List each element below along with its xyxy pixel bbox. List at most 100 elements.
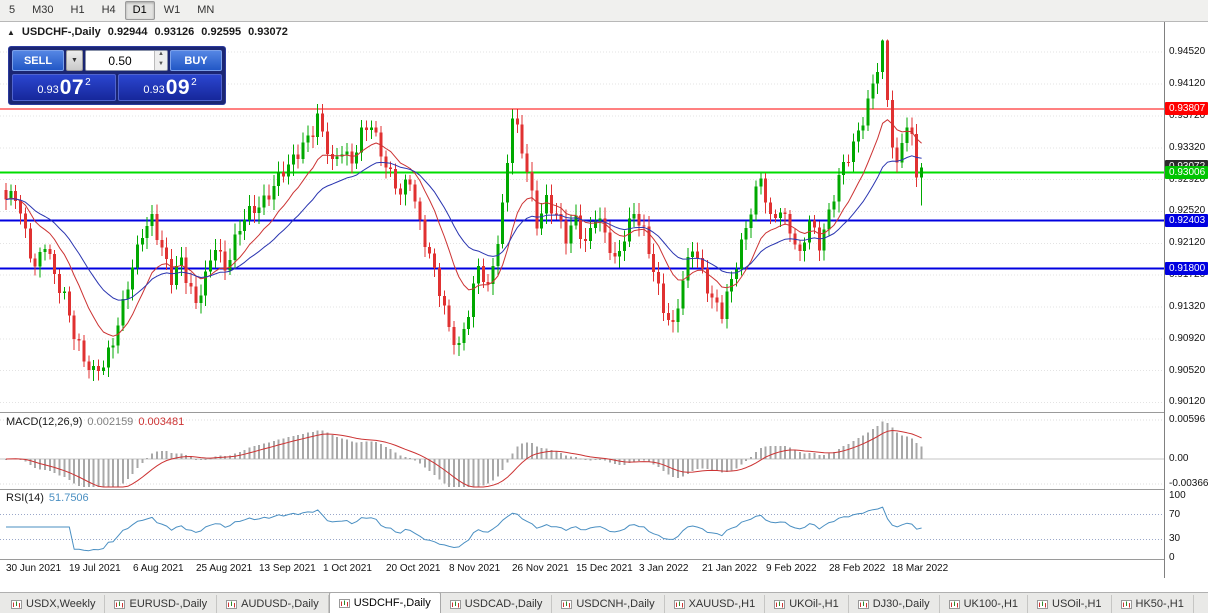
timeframe-button-m30[interactable]: M30 bbox=[32, 4, 54, 16]
price-axis: 0.94520 0.94120 0.93720 0.93320 0.92920 0.925… bbox=[1165, 22, 1208, 578]
macd-main-value: 0.002159 bbox=[87, 416, 134, 428]
one-click-collapse-icon[interactable]: ▲ bbox=[7, 28, 15, 37]
time-axis-label: 20 Oct 2021 bbox=[386, 563, 441, 574]
volume-up-icon[interactable]: ▲ bbox=[155, 51, 167, 61]
ohlc-low: 0.92595 bbox=[201, 26, 242, 38]
time-axis-label: 15 Dec 2021 bbox=[576, 563, 633, 574]
chart-tab-icon bbox=[561, 599, 573, 609]
time-axis-label: 25 Aug 2021 bbox=[196, 563, 253, 574]
volume-field-wrap: ▲ ▼ bbox=[85, 50, 168, 71]
sell-price-main: 0.93 bbox=[37, 84, 59, 96]
price-axis-label: 0.94120 bbox=[1169, 78, 1206, 90]
chart-tab-label: UK100-,H1 bbox=[963, 598, 1019, 610]
macd-label: MACD(12,26,9) 0.002159 0.003481 bbox=[6, 416, 184, 428]
time-axis-label: 9 Feb 2022 bbox=[766, 563, 817, 574]
price-axis-label: 0.90920 bbox=[1169, 332, 1206, 344]
chart-tab-eurusd[interactable]: EURUSD-,Daily bbox=[105, 595, 218, 613]
chart-tab-usoil[interactable]: USOil-,H1 bbox=[1028, 595, 1112, 613]
buy-button[interactable]: BUY bbox=[170, 50, 222, 71]
timeframe-button-d1[interactable]: D1 bbox=[124, 1, 155, 20]
volume-input[interactable] bbox=[86, 51, 154, 70]
chart-tab-icon bbox=[857, 599, 869, 609]
chart-tab-label: USDCNH-,Daily bbox=[576, 598, 655, 610]
chart-tab-icon bbox=[114, 599, 126, 609]
chart-tab-icon bbox=[774, 599, 786, 609]
rsi-label: RSI(14) 51.7506 bbox=[6, 492, 89, 504]
price-axis-label: 0.90520 bbox=[1169, 364, 1206, 376]
timeframe-button-h4[interactable]: H4 bbox=[101, 4, 116, 16]
price-axis-label: 0.92120 bbox=[1169, 237, 1206, 249]
chart-tab-label: HK50-,H1 bbox=[1135, 598, 1184, 610]
buy-price-display[interactable]: 0.93 09 2 bbox=[118, 74, 222, 101]
time-axis-label: 18 Mar 2022 bbox=[892, 563, 949, 574]
chart-tab-icon bbox=[11, 599, 22, 609]
volume-down-icon[interactable]: ▼ bbox=[155, 60, 167, 70]
chart-tab-icon bbox=[673, 599, 685, 609]
chart-tab-uk100[interactable]: UK100-,H1 bbox=[940, 595, 1029, 613]
sell-price-display[interactable]: 0.93 07 2 bbox=[12, 74, 116, 101]
chart-tab-label: UKOil-,H1 bbox=[789, 598, 839, 610]
chart-tab-label: XAUUSD-,H1 bbox=[688, 598, 756, 610]
chart-tabs-bar: USDX,Weekly EURUSD-,Daily AUDUSD-,Daily USD… bbox=[0, 592, 1208, 613]
chart-tab-usdchf[interactable]: USDCHF-,Daily bbox=[328, 592, 441, 613]
time-axis-label: 30 Jun 2021 bbox=[6, 563, 62, 574]
one-click-trading-panel: SELL ▼ ▲ ▼ BUY 0.93 07 2 0.93 09 2 bbox=[8, 46, 226, 105]
chart-tab-usdcad[interactable]: USDCAD-,Daily bbox=[441, 595, 553, 613]
timeframe-button-5[interactable]: 5 bbox=[9, 4, 16, 16]
macd-signal-value: 0.003481 bbox=[138, 416, 185, 428]
volume-dropdown-button[interactable]: ▼ bbox=[66, 50, 83, 71]
chart-tab-xauusd[interactable]: XAUUSD-,H1 bbox=[665, 595, 766, 613]
buy-price-pips: 09 bbox=[165, 76, 191, 99]
timeframe-button-mn[interactable]: MN bbox=[197, 4, 215, 16]
price-axis-label: 0.94520 bbox=[1169, 46, 1206, 58]
chart-tab-label: DJ30-,Daily bbox=[872, 598, 930, 610]
price-axis-label: 0.92520 bbox=[1169, 205, 1206, 217]
sell-button[interactable]: SELL bbox=[12, 50, 64, 71]
chart-tab-ukoil[interactable]: UKOil-,H1 bbox=[765, 595, 849, 613]
buy-price-point: 2 bbox=[191, 77, 197, 88]
price-axis-label: 0.92920 bbox=[1169, 173, 1206, 185]
rsi-axis-label: 30 bbox=[1169, 533, 1181, 545]
time-axis-label: 3 Jan 2022 bbox=[639, 563, 689, 574]
chart-tab-icon bbox=[1120, 599, 1132, 609]
time-axis-label: 26 Nov 2021 bbox=[512, 563, 569, 574]
timeframe-button-h1[interactable]: H1 bbox=[70, 4, 85, 16]
buy-price-main: 0.93 bbox=[143, 84, 165, 96]
time-axis-label: 13 Sep 2021 bbox=[259, 563, 316, 574]
chart-tab-label: EURUSD-,Daily bbox=[129, 598, 208, 610]
macd-name: MACD(12,26,9) bbox=[6, 416, 83, 428]
time-axis-label: 28 Feb 2022 bbox=[829, 563, 886, 574]
volume-stepper[interactable]: ▲ ▼ bbox=[154, 51, 167, 70]
chart-tab-icon bbox=[226, 599, 238, 609]
ohlc-high: 0.93126 bbox=[154, 26, 195, 38]
sell-price-point: 2 bbox=[85, 77, 91, 88]
time-axis-label: 19 Jul 2021 bbox=[69, 563, 121, 574]
chart-tab-dj30[interactable]: DJ30-,Daily bbox=[849, 595, 940, 613]
price-axis-label: 0.91320 bbox=[1169, 300, 1206, 312]
price-badge: 0.91800 bbox=[1165, 261, 1208, 275]
chart-tab-audusd[interactable]: AUDUSD-,Daily bbox=[217, 595, 329, 613]
chart-tab-usdcnh[interactable]: USDCNH-,Daily bbox=[552, 595, 665, 613]
price-badge: 0.93807 bbox=[1165, 101, 1208, 115]
price-axis-label: 0.93720 bbox=[1169, 109, 1206, 121]
chart-tab-icon bbox=[948, 599, 960, 609]
rsi-value: 51.7506 bbox=[48, 492, 89, 504]
chart-tab-usdx[interactable]: USDX,Weekly bbox=[2, 595, 106, 613]
chart-tab-label: AUDUSD-,Daily bbox=[241, 598, 319, 610]
price-badge: 0.93006 bbox=[1165, 165, 1208, 179]
time-axis: 30 Jun 2021 19 Jul 2021 6 Aug 2021 25 Aug 2… bbox=[0, 559, 1164, 578]
time-axis-label: 21 Jan 2022 bbox=[702, 563, 758, 574]
timeframe-toolbar: 5 M30 H1 H4 D1 W1 MN bbox=[0, 0, 1208, 22]
sell-price-pips: 07 bbox=[59, 76, 85, 99]
chart-title: ▲ USDCHF-,Daily 0.92944 0.93126 0.92595 … bbox=[7, 26, 288, 38]
ohlc-open: 0.92944 bbox=[107, 26, 148, 38]
rsi-name: RSI(14) bbox=[6, 492, 44, 504]
timeframe-button-w1[interactable]: W1 bbox=[163, 4, 181, 16]
time-axis-label: 8 Nov 2021 bbox=[449, 563, 501, 574]
chart-tab-hk50[interactable]: HK50-,H1 bbox=[1112, 595, 1194, 613]
chart-tab-icon bbox=[338, 598, 350, 608]
time-axis-label: 6 Aug 2021 bbox=[133, 563, 184, 574]
chart-tab-label: USOil-,H1 bbox=[1052, 598, 1102, 610]
chart-tab-label: USDX,Weekly bbox=[26, 598, 96, 610]
